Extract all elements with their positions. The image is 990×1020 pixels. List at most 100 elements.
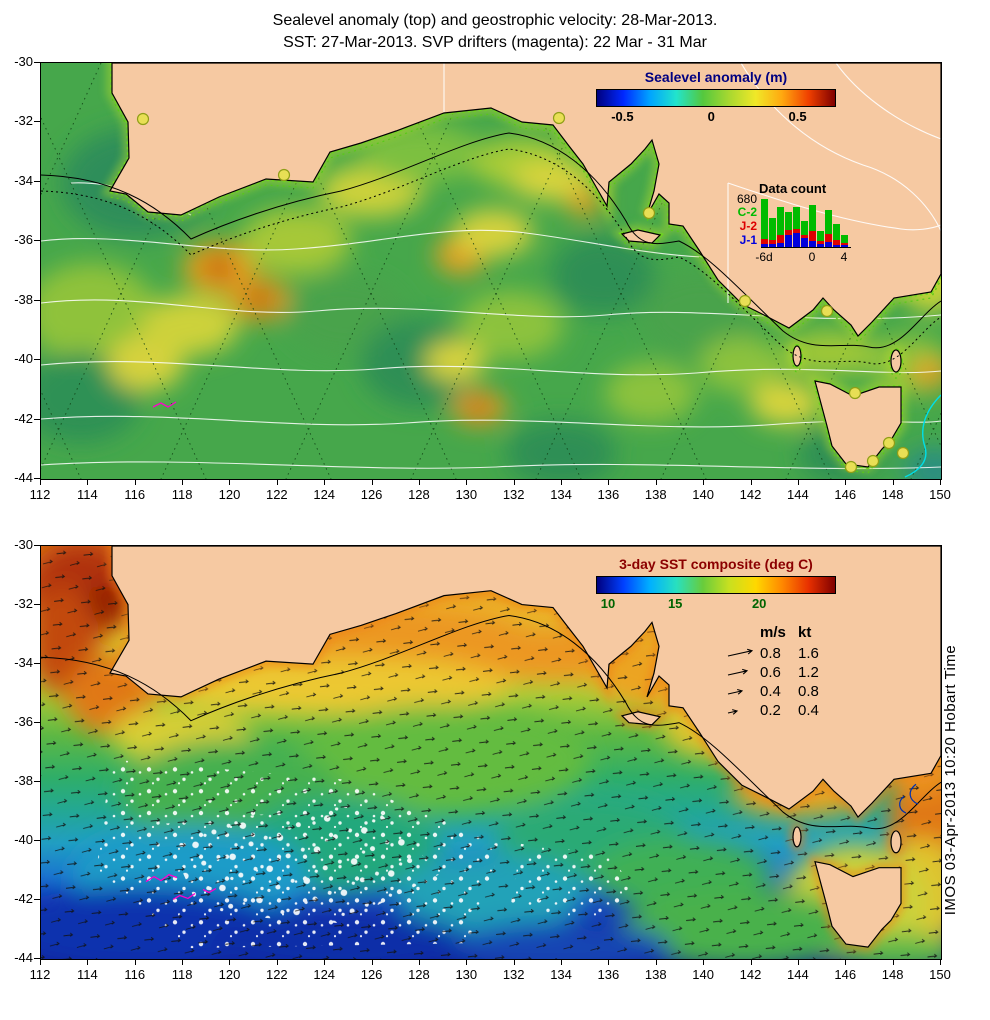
velocity-arrow-icon [727,668,749,676]
data-count-bar-segment [809,231,816,241]
x-tick-label: 122 [265,967,288,982]
x-tick-label: 146 [834,967,857,982]
x-tick-mark [87,960,89,965]
data-count-bar-segment [777,235,784,243]
y-tick-label: -40 [14,351,33,367]
velocity-legend-row: 0.4 0.8 [726,682,836,701]
colorbar-tick-label: 10 [600,596,616,611]
x-tick-mark [466,480,468,485]
x-tick-label: 120 [218,967,241,982]
x-tick-mark [940,960,941,965]
x-tick-label: 118 [171,487,193,502]
x-tick-mark [750,960,752,965]
x-tick-mark [892,960,894,965]
x-tick-mark [608,480,610,485]
x-tick-mark [276,480,278,485]
velocity-arrow-icon [727,648,754,657]
y-tick-label: -30 [14,54,33,69]
data-count-bar-segment [841,245,848,247]
x-tick-mark [134,960,136,965]
y-tick-mark [34,418,40,420]
data-count-bar [785,212,792,247]
colorbar-title: 3-day SST composite (deg C) [619,556,813,572]
sst-panel: 3-day SST composite (deg C) 10 15 20 m/s k… [40,545,942,960]
data-count-bar [801,221,808,247]
x-tick-label: 124 [313,487,336,502]
y-tick-mark [34,781,40,782]
x-tick-label: 118 [171,967,193,982]
colorbar-title: Sealevel anomaly (m) [644,69,788,85]
colorbar-gradient [596,576,836,594]
velocity-value-ms: 0.2 [760,702,781,719]
y-tick-label: -42 [14,410,33,426]
x-tick-mark [797,480,799,485]
drifter-track [152,401,177,408]
x-tick-label: 122 [265,487,288,502]
data-count-bar-segment [793,233,800,247]
velocity-scale-legend: m/s kt 0.8 1.6 0.6 1.2 0.4 0.8 0.2 0.4 [726,624,836,720]
data-count-bar-segment [761,199,768,239]
data-count-bar-segment [793,207,800,229]
x-tick-label: 112 [29,487,51,502]
x-tick-label: 144 [787,487,809,502]
data-count-bar-segment [777,243,784,247]
data-count-title: Data count [759,181,827,196]
y-tick-mark [34,359,40,361]
y-tick-mark [34,180,40,182]
x-tick-mark [513,960,515,965]
data-count-bar-segment [833,245,840,247]
velocity-legend-row: 0.2 0.4 [726,701,836,720]
data-count-legend: Data count 680 C-2 J-2 J-1 -6d 0 4 [729,181,887,281]
y-tick-mark [34,62,40,63]
x-tick-mark [87,480,89,485]
data-count-bar-segment [793,229,800,233]
sealevel-anomaly-map [41,63,941,479]
x-tick-mark [466,960,468,965]
x-tick-mark [892,480,894,485]
y-tick-label: -32 [14,113,33,129]
x-tick-label: 148 [881,967,904,982]
data-count-bar-segment [833,240,840,245]
data-count-series-label: J-2 [739,219,757,233]
x-tick-mark [703,960,705,965]
x-tick-mark [134,480,136,485]
data-count-ymax: 680 [736,192,757,206]
y-tick-mark [34,299,40,301]
colorbar-tick-label: 20 [751,596,767,611]
x-tick-mark [371,480,373,485]
data-count-bar-segment [769,244,776,247]
plot-title-line1: Sealevel anomaly (top) and geostrophic v… [272,12,718,29]
y-tick-mark [34,545,40,546]
data-count-bar-segment [777,207,784,235]
x-tick-label: 116 [124,967,146,982]
anomaly-field-blobs [41,123,941,479]
sst-colorbar-legend: 3-day SST composite (deg C) 10 15 20 [586,556,846,611]
y-tick-mark [34,478,40,479]
x-tick-label: 126 [360,487,383,502]
data-count-bar [841,235,848,247]
y-tick-mark [34,722,40,723]
x-tick-label: 136 [597,967,620,982]
velocity-value-ms: 0.8 [760,645,781,662]
y-tick-label: -36 [14,232,33,248]
velocity-value-ms: 0.4 [760,683,781,700]
data-count-xlabel: -6d [755,250,773,264]
y-tick-label: -36 [14,714,33,729]
data-count-bar-segment [841,235,848,243]
velocity-value-kt: 0.4 [798,702,819,719]
x-tick-label: 144 [787,967,809,982]
data-count-bar-segment [817,231,824,241]
data-count-bar-segment [769,218,776,240]
x-tick-mark [276,960,278,965]
y-tick-mark [34,121,40,123]
y-tick-label: -34 [14,172,33,188]
velocity-legend-header: m/s kt [726,624,836,644]
x-tick-label: 130 [455,487,478,502]
data-count-bar-segment [769,240,776,244]
x-tick-mark [229,480,231,485]
x-tick-label: 120 [218,487,241,502]
x-tick-label: 138 [644,487,667,502]
drifter-tracks [145,873,217,900]
x-tick-mark [371,960,373,965]
timestamp-watermark: IMOS 03-Apr-2013 10:20 Hobart Time [942,644,959,916]
